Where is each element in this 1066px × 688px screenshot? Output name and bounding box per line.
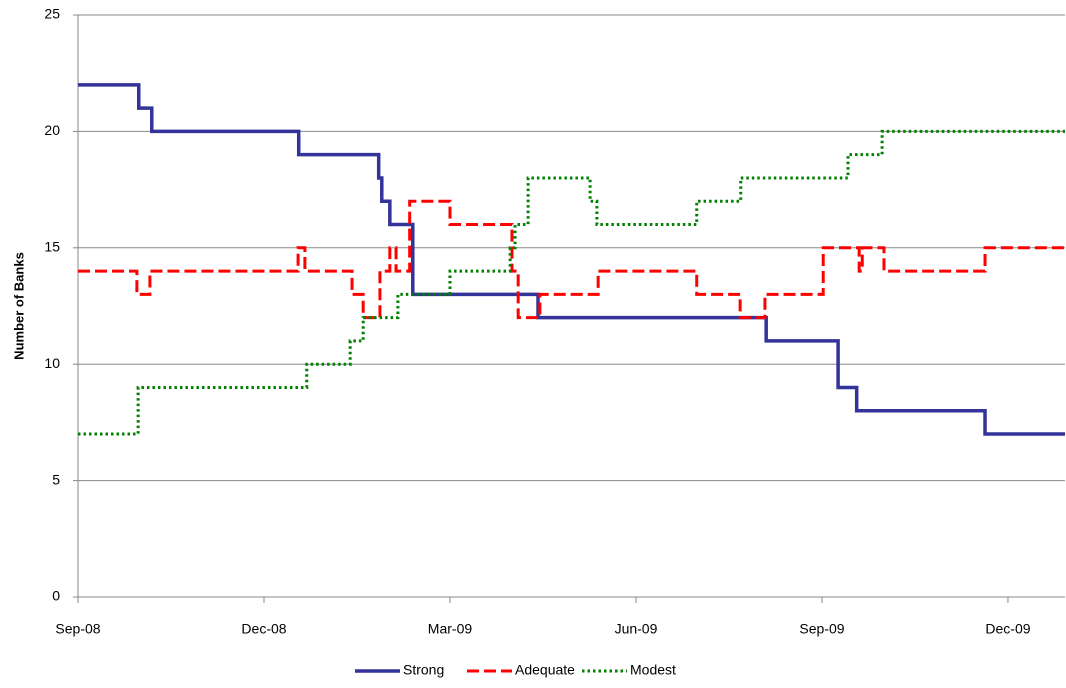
y-tick-label: 20	[44, 122, 60, 138]
x-tick-label: Sep-08	[55, 621, 100, 637]
y-tick-label: 10	[44, 355, 60, 371]
y-axis-label: Number of Banks	[11, 252, 26, 360]
series-line	[78, 129, 1065, 436]
series-line	[78, 199, 1065, 320]
y-tick-label: 15	[44, 239, 60, 255]
legend-label: Adequate	[515, 662, 575, 678]
y-tick-label: 5	[52, 471, 60, 487]
x-tick-label: Jun-09	[615, 621, 658, 637]
y-tick-label: 25	[44, 6, 60, 22]
x-tick-label: Mar-09	[428, 621, 473, 637]
y-tick-label: 0	[52, 588, 60, 604]
legend-label: Modest	[630, 662, 676, 678]
legend-label: Strong	[403, 662, 444, 678]
x-tick-label: Dec-08	[241, 621, 286, 637]
series-line	[78, 83, 1065, 436]
x-tick-label: Sep-09	[799, 621, 844, 637]
x-tick-label: Dec-09	[985, 621, 1030, 637]
